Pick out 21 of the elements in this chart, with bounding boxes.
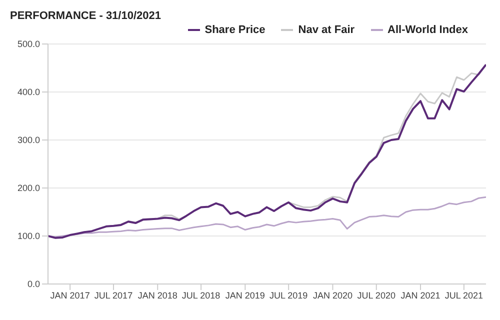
x-tick-label: JAN 2020 (312, 290, 352, 300)
x-tick-label: JUL 2020 (357, 290, 396, 300)
x-tick-label: JUL 2018 (182, 290, 220, 300)
line-series (48, 196, 486, 238)
x-tick-label: JAN 2018 (138, 290, 178, 300)
y-tick-label: 400.0 (17, 87, 40, 98)
y-tick-label: 0.0 (27, 279, 40, 290)
x-tick-label: JAN 2021 (400, 290, 440, 300)
x-tick-label: JAN 2019 (225, 290, 265, 300)
y-tick-label: 200.0 (17, 183, 40, 194)
y-tick-label: 100.0 (17, 231, 40, 242)
legend-label: Share Price (204, 24, 266, 36)
x-tick-label: JUL 2017 (94, 290, 133, 300)
x-tick-label: JUL 2021 (444, 290, 484, 300)
chart-title: PERFORMANCE - 31/10/2021 (9, 9, 162, 22)
x-tick-label: JAN 2017 (50, 290, 90, 300)
y-tick-label: 500.0 (17, 39, 40, 50)
x-tick-label: JUL 2019 (269, 290, 308, 300)
legend-label: All-World Index (388, 24, 468, 36)
y-tick-label: 300.0 (17, 135, 40, 146)
legend-label: Nav at Fair (298, 24, 355, 36)
